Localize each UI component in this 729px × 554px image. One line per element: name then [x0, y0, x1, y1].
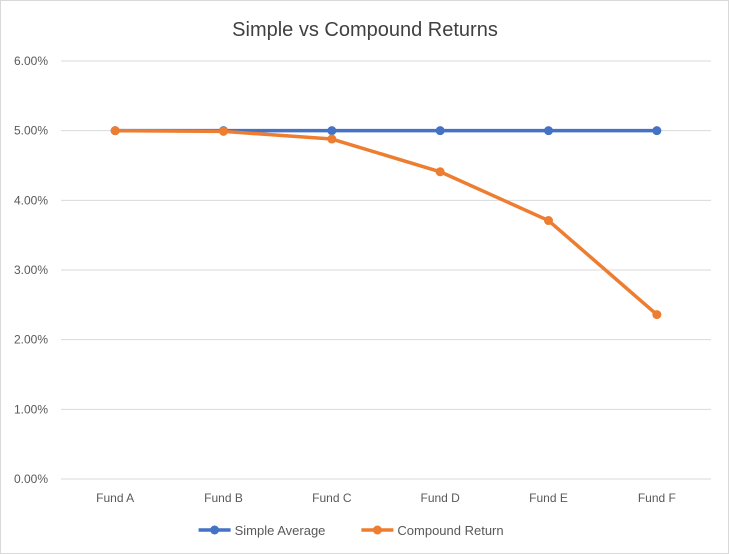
legend-item: Compound Return [361, 523, 504, 538]
series-lines [110, 126, 662, 320]
x-axis-tick-labels: Fund A Fund B Fund C Fund D Fund E Fund F [96, 491, 676, 505]
data-point [652, 126, 662, 136]
data-point [327, 134, 337, 144]
y-tick-label: 4.00% [14, 193, 48, 207]
gridlines [61, 60, 711, 480]
x-tick-label: Fund E [529, 491, 568, 505]
series-line-1 [113, 128, 659, 317]
y-tick-label: 2.00% [14, 333, 48, 347]
legend-swatch-marker [210, 525, 220, 535]
data-point [110, 126, 120, 136]
data-point [435, 126, 445, 136]
data-point [652, 310, 662, 320]
legend: Simple Average Compound Return [198, 523, 504, 538]
data-point [219, 126, 228, 136]
y-tick-label: 3.00% [14, 263, 48, 277]
y-tick-label: 1.00% [14, 402, 48, 416]
x-tick-label: Fund C [312, 491, 352, 505]
data-point [435, 167, 445, 177]
legend-item: Simple Average [198, 523, 326, 538]
x-tick-label: Fund D [420, 491, 460, 505]
y-axis-tick-labels: 0.00% 1.00% 2.00% 3.00% 4.00% 5.00% 6.00% [14, 54, 48, 486]
data-point [544, 126, 553, 136]
chart-title: Simple vs Compound Returns [232, 19, 498, 41]
data-point [544, 216, 553, 226]
y-tick-label: 5.00% [14, 124, 48, 138]
y-tick-label: 6.00% [14, 54, 48, 68]
x-tick-label: Fund B [204, 491, 243, 505]
legend-swatch-marker [372, 525, 382, 535]
y-tick-label: 0.00% [14, 472, 48, 486]
x-tick-label: Fund F [638, 491, 676, 505]
legend-label: Compound Return [397, 523, 503, 538]
x-tick-label: Fund A [96, 491, 134, 505]
legend-label: Simple Average [235, 523, 326, 538]
data-point [327, 126, 337, 136]
